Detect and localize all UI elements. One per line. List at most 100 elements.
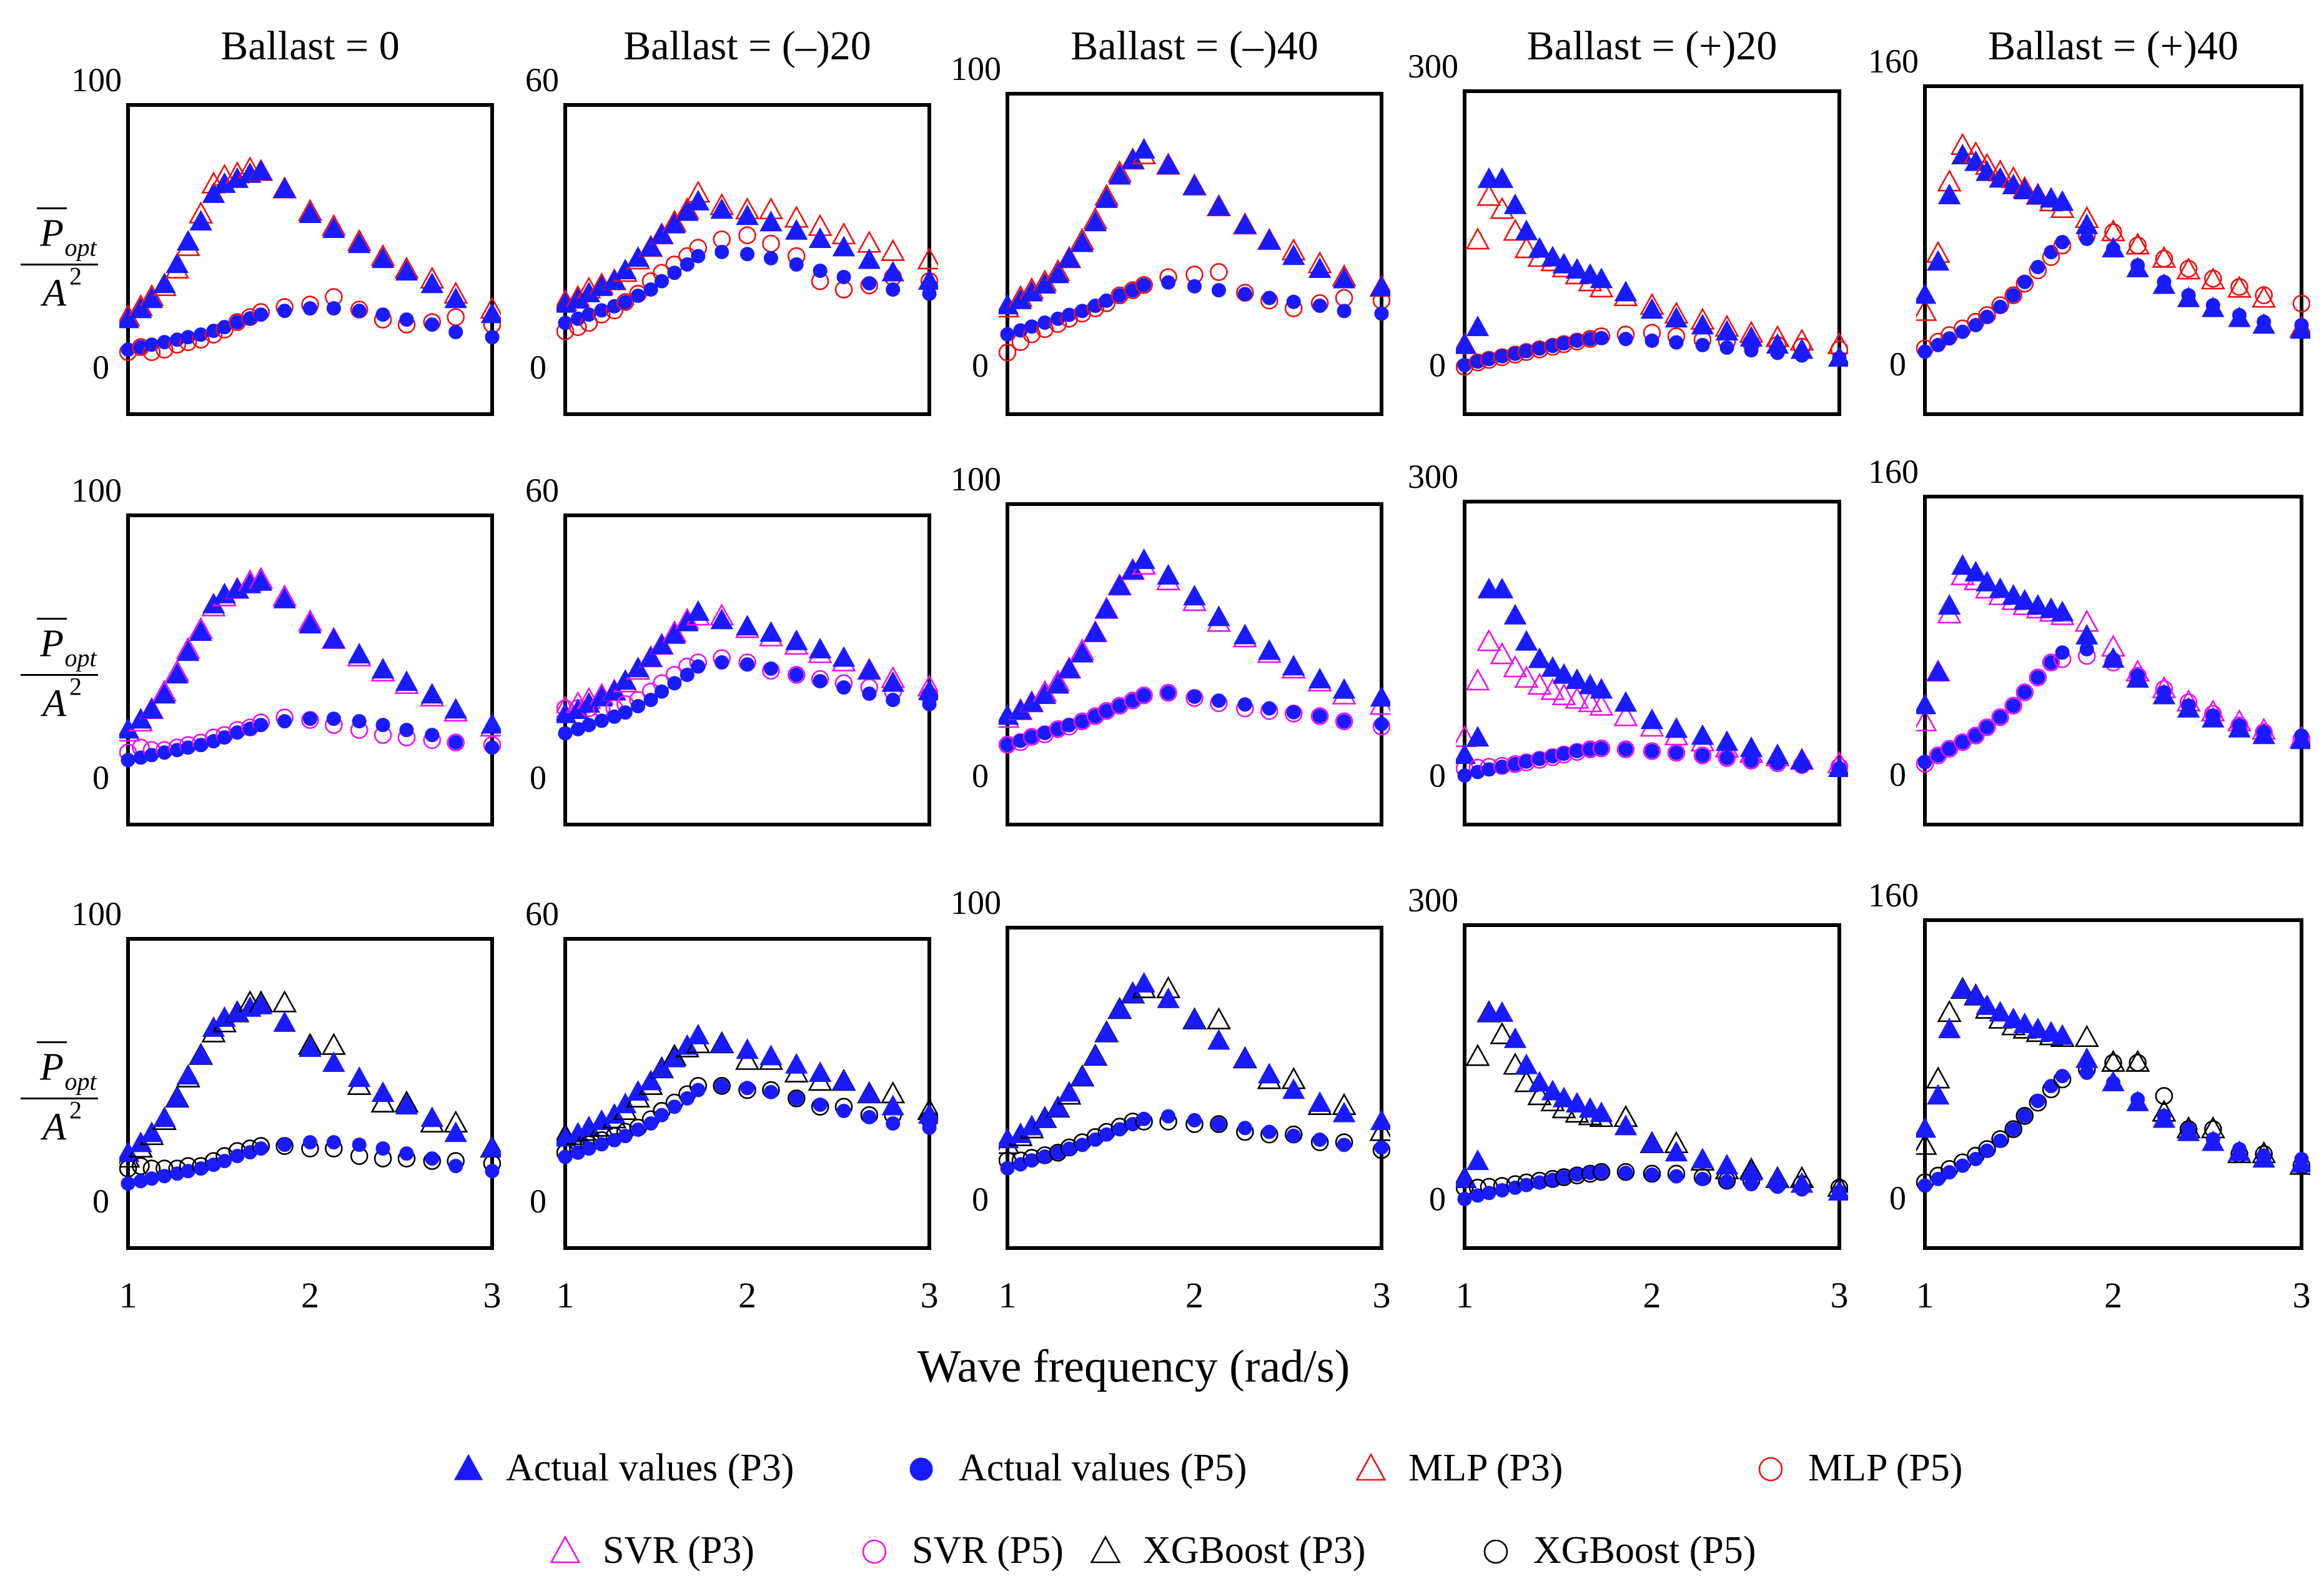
actual-p5-point — [1794, 348, 1809, 363]
mlp-p5-point — [2004, 286, 2023, 304]
actual-p5-point — [594, 713, 609, 728]
actual-p3-point — [1614, 691, 1638, 712]
xgboost-p5-point — [713, 1077, 731, 1095]
actual-p5-point — [2294, 728, 2309, 743]
svr-p5-point — [787, 666, 806, 684]
marks — [1916, 976, 2310, 1193]
y-tick-label: 0 — [530, 349, 546, 386]
actual-p5-point — [1644, 743, 1659, 758]
legend-circle-icon — [1483, 1539, 1508, 1564]
actual-p3-point — [322, 628, 345, 649]
actual-p5-point — [922, 696, 937, 711]
actual-p3-point — [1951, 144, 1974, 165]
actual-p3-point — [710, 198, 733, 219]
x-tick-label: 3 — [2293, 1275, 2311, 1316]
actual-p5-point — [375, 1141, 390, 1156]
actual-p5-point — [2205, 708, 2220, 723]
actual-p3-point — [1989, 1001, 2012, 1022]
mlp-p5-point — [2129, 236, 2147, 255]
actual-p5-point — [254, 307, 269, 322]
actual-p5-point — [1187, 689, 1202, 704]
actual-p5-point — [1669, 1169, 1684, 1184]
actual-p3-point — [166, 1086, 189, 1108]
actual-p3-point — [1258, 639, 1281, 660]
actual-p5-point — [643, 1116, 658, 1131]
actual-p5-point — [2157, 274, 2172, 289]
panel-svr: 0 160 — [1868, 453, 2310, 826]
svr-p5-point — [1073, 712, 1092, 731]
actual-p5-point — [2017, 274, 2032, 289]
actual-p3-point — [1691, 1147, 1714, 1169]
actual-p5-point — [2257, 725, 2272, 740]
xgboost-p3-point — [1503, 1052, 1528, 1075]
actual-p3-point — [650, 633, 673, 655]
actual-p3-point — [1071, 1065, 1094, 1086]
y-label-denominator: A — [40, 683, 67, 725]
actual-p5-point — [1968, 318, 1983, 333]
actual-p5-point — [789, 257, 804, 272]
actual-p5-point — [1337, 304, 1352, 319]
actual-p3-point — [1640, 708, 1664, 730]
actual-p3-point — [480, 713, 501, 734]
actual-p3-point — [1282, 655, 1305, 676]
legend-circle-icon — [862, 1539, 887, 1564]
x-tick-label: 2 — [2104, 1275, 2122, 1316]
svr-p5-point — [1097, 701, 1116, 720]
y-tick-label: 100 — [951, 50, 1001, 87]
actual-p3-point — [2002, 584, 2025, 605]
actual-p5-point — [2106, 1075, 2120, 1090]
y-tick-label: 100 — [71, 895, 122, 933]
actual-p3-point — [1528, 237, 1551, 258]
actual-p3-point — [1552, 1086, 1576, 1108]
actual-p3-point — [736, 615, 759, 636]
mlp-p3-point — [2200, 267, 2225, 290]
marks — [119, 567, 501, 768]
actual-p3-point — [2013, 1012, 2037, 1033]
mlp-p5-point — [762, 234, 780, 253]
legend: Actual values (P3) Actual values (P5) MLP … — [453, 1447, 1962, 1572]
actual-p5-point — [2232, 718, 2247, 733]
legend-label: XGBoost (P5) — [1533, 1529, 1756, 1572]
actual-p3-point — [639, 235, 663, 257]
actual-p5-point — [1374, 716, 1389, 731]
y-label-numerator: P — [39, 1046, 64, 1089]
y-tick-label: 0 — [972, 347, 989, 384]
y-label-subscript: opt — [64, 644, 97, 672]
mlp-p3-point — [2227, 275, 2252, 298]
actual-p5-point — [667, 265, 682, 280]
svr-p5-point — [1335, 712, 1353, 731]
actual-p3-point — [420, 1106, 444, 1128]
actual-p3-point — [273, 177, 296, 198]
actual-p3-point — [299, 612, 322, 633]
panel-mlp: 0 100 P opt A 2 — [21, 61, 501, 416]
actual-p5-point — [2130, 258, 2145, 273]
actual-p5-point — [2232, 1142, 2247, 1157]
actual-p3-point — [1664, 717, 1688, 738]
actual-p3-point — [1515, 1053, 1538, 1074]
actual-p3-point — [1332, 678, 1356, 699]
y-tick-label: 0 — [1429, 1180, 1446, 1217]
actual-p3-point — [1157, 153, 1180, 174]
actual-p5-point — [886, 282, 901, 297]
actual-p5-point — [1770, 1179, 1785, 1194]
actual-p5-point — [1942, 1165, 1957, 1180]
actual-p5-point — [1286, 1128, 1301, 1143]
svr-p3-point — [1589, 693, 1614, 716]
actual-p5-point — [836, 680, 851, 695]
y-label-subscript: opt — [64, 234, 97, 262]
y-tick-label: 100 — [71, 472, 122, 509]
actual-p3-point — [1095, 187, 1118, 208]
svr-p3-point — [1551, 683, 1576, 705]
actual-p5-point — [740, 1081, 754, 1096]
actual-p5-point — [352, 304, 367, 319]
x-tick-label: 1 — [1456, 1275, 1474, 1316]
actual-p3-point — [249, 993, 273, 1014]
actual-p3-point — [1046, 262, 1070, 284]
svr-p5-point — [1135, 686, 1153, 705]
actual-p3-point — [347, 232, 371, 254]
legend-item: MLP (P3) — [1355, 1447, 1563, 1489]
actual-p3-point — [322, 217, 345, 239]
actual-p5-point — [2232, 308, 2247, 323]
